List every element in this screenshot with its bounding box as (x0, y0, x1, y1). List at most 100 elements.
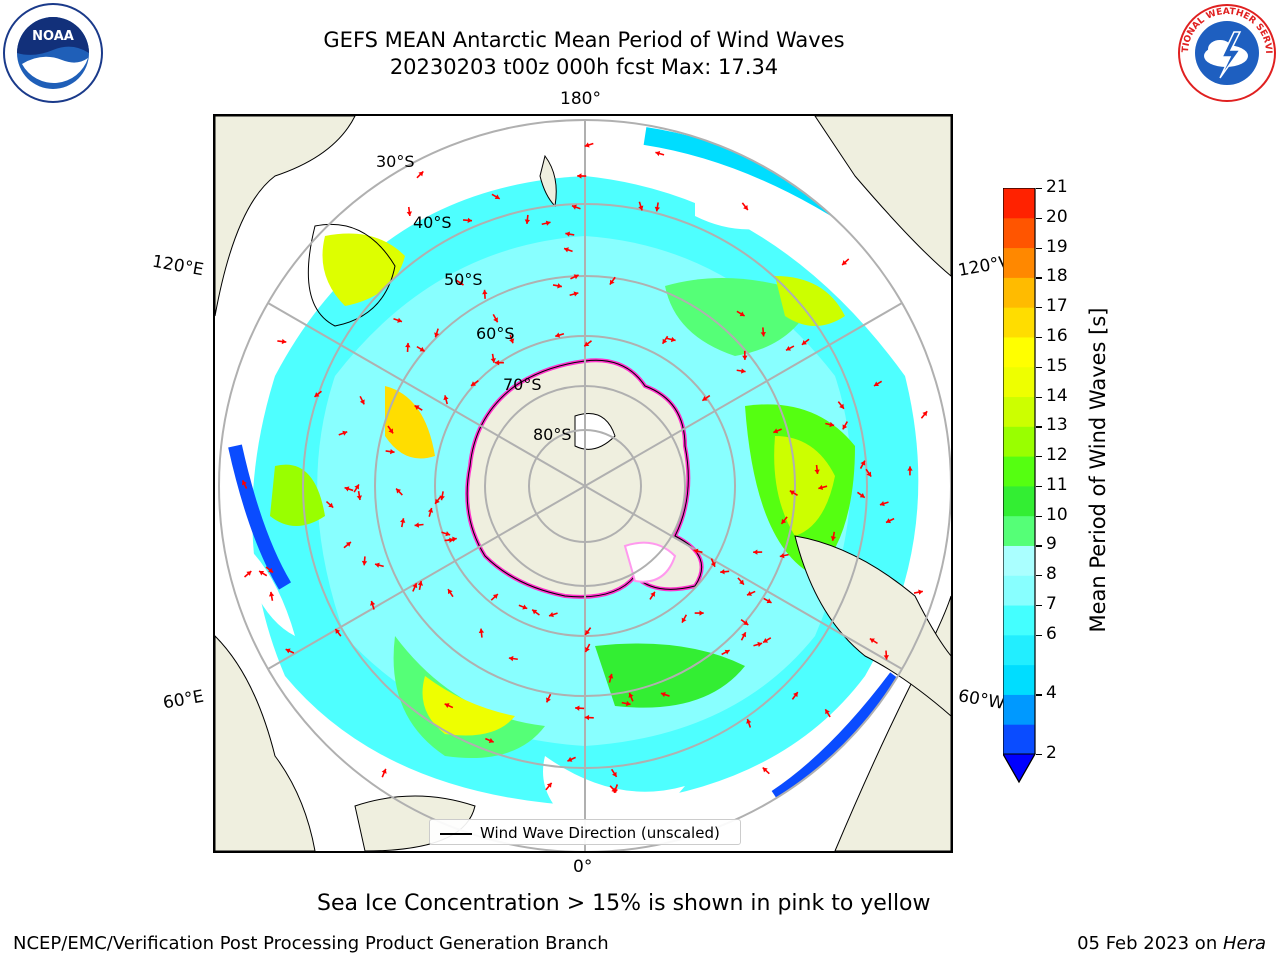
colorbar-tick-mark (1036, 456, 1042, 458)
colorbar-bin (1003, 426, 1035, 457)
wind-arrow-head (573, 274, 579, 280)
colorbar-tick-label: 2 (1046, 743, 1057, 763)
wind-arrow-head (743, 620, 749, 626)
wind-arrow-head (702, 396, 708, 401)
colorbar-tick-label: 15 (1046, 355, 1068, 376)
wind-arrow-head (314, 392, 320, 397)
wind-arrow-head (720, 569, 725, 575)
wind-arrow-head (741, 632, 747, 638)
wind-arrow-head (670, 336, 676, 343)
lat-label-80s: 80°S (533, 425, 572, 444)
map-panel: Wind Wave Direction (unscaled) (213, 114, 953, 853)
wind-arrow-head (344, 486, 350, 492)
wind-arrow-head (478, 628, 485, 634)
colorbar (1002, 187, 1036, 784)
wind-arrow-head (869, 638, 875, 644)
wind-arrow-head (741, 368, 746, 374)
colorbar-tick-mark (1036, 545, 1042, 547)
colorbar-tick-label: 17 (1046, 296, 1068, 317)
wind-arrow-head (789, 490, 795, 496)
wind-arrow-head (655, 151, 661, 157)
wind-arrow-head (281, 338, 287, 345)
wind-arrow-head (434, 332, 440, 338)
wind-arrow-head (419, 346, 425, 352)
wind-arrow-head (757, 641, 763, 648)
wind-arrow-head (801, 340, 807, 345)
wind-arrow-head (509, 338, 515, 344)
wind-arrow-head (746, 590, 752, 596)
colorbar-tick-mark (1036, 277, 1042, 279)
wind-arrow-head (842, 260, 848, 265)
colorbar-tick-label: 10 (1046, 504, 1068, 525)
svg-text:NOAA: NOAA (32, 29, 74, 44)
wind-arrow-head (427, 507, 434, 513)
colorbar-tick-label: 12 (1046, 445, 1068, 466)
wind-arrow-head (575, 705, 580, 711)
wind-arrow-head (866, 471, 872, 477)
footer-right: 05 Feb 2023 on Hera (1077, 933, 1266, 954)
wind-arrow-head (628, 692, 634, 698)
wind-arrow-head (439, 495, 445, 501)
colorbar-tick-label: 19 (1046, 236, 1068, 257)
colorbar-title: Mean Period of Wind Waves [s] (1086, 307, 1110, 633)
wind-arrow-head (584, 714, 590, 721)
lon-label-lower-right: 60°W (956, 686, 1007, 714)
wind-arrow-head (470, 381, 476, 386)
wind-arrow-head (693, 548, 699, 554)
colorbar-tick-mark (1036, 634, 1042, 637)
wind-arrow-head (361, 560, 368, 566)
chart-title: GEFS MEAN Antarctic Mean Period of Wind … (323, 28, 845, 52)
sea-ice-caption: Sea Ice Concentration > 15% is shown in … (317, 891, 931, 916)
wind-arrow-head (922, 411, 928, 417)
colorbar-tick-mark (1036, 396, 1042, 398)
wind-arrow-head (638, 205, 644, 211)
wind-arrow-head (793, 692, 798, 698)
colorbar-tick-mark (1036, 188, 1042, 190)
wind-arrow-head (918, 589, 923, 595)
wind-arrow-head (814, 469, 820, 474)
wind-arrow-head (405, 342, 411, 348)
noaa-logo: NOAA (2, 2, 104, 104)
colorbar-bin (1003, 575, 1035, 606)
wind-arrow-head (452, 536, 457, 542)
colorbar-bin (1003, 605, 1035, 636)
wind-arrow-head (259, 570, 265, 576)
wind-arrow-head (397, 317, 403, 323)
colorbar-bin (1003, 664, 1035, 695)
wind-arrow-head (406, 211, 413, 216)
wind-arrow-head (458, 280, 464, 286)
wind-arrow-head (859, 492, 865, 498)
wind-arrow-head (786, 345, 791, 351)
colorbar-bin (1003, 247, 1035, 278)
wind-arrow-head (753, 549, 758, 555)
wind-arrow-head (400, 518, 406, 523)
wind-arrow-head (448, 589, 453, 595)
colorbar-tick-mark (1036, 694, 1042, 696)
legend-label: Wind Wave Direction (unscaled) (480, 824, 720, 842)
wind-arrow-head (414, 405, 420, 410)
colorbar-tick-mark (1036, 426, 1042, 428)
wind-arrow-head (883, 655, 889, 660)
wind-arrow-head (585, 647, 590, 653)
wind-arrow-head (549, 611, 554, 618)
wind-arrow-head (546, 697, 551, 703)
wind-arrow-head (418, 171, 424, 177)
wind-arrow-head (370, 600, 376, 606)
wind-arrow-head (342, 430, 348, 436)
colorbar-tick-mark (1036, 217, 1042, 219)
wind-arrow-head (522, 604, 528, 610)
lat-label-70s: 70°S (503, 375, 542, 394)
wind-arrow-head (613, 788, 619, 793)
wind-arrow-head (508, 655, 514, 662)
wind-arrow-head (412, 583, 418, 589)
wind-arrow-head (860, 460, 866, 466)
wind-arrow-head (699, 610, 704, 616)
wind-arrow-head (417, 581, 424, 586)
wind-arrow-head (743, 204, 748, 210)
wind-arrow-head (356, 495, 362, 500)
wind-arrow-head (660, 692, 666, 698)
wind-arrow-head (584, 341, 590, 347)
colorbar-bin (1003, 396, 1035, 427)
wind-arrow-head (779, 552, 785, 559)
colorbar-bin (1003, 694, 1035, 725)
